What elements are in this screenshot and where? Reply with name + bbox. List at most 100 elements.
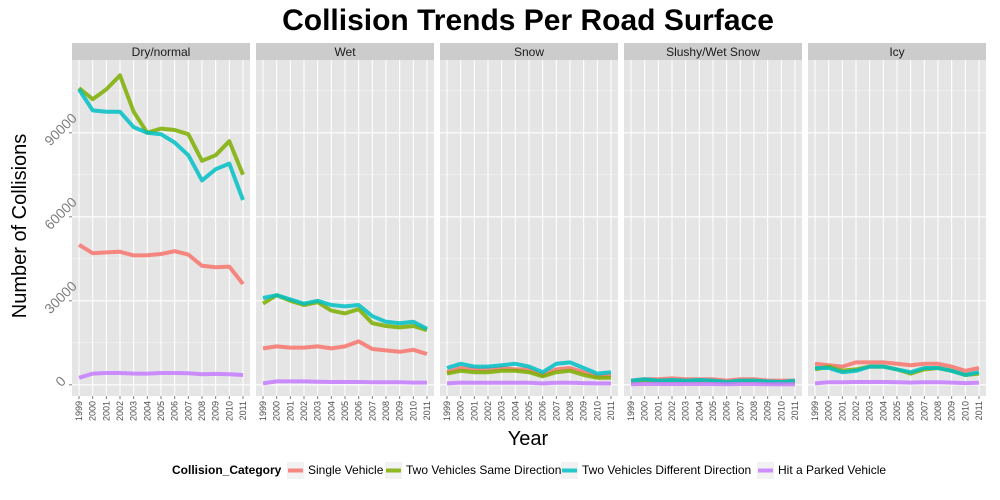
- series-line-two-vehicles-different-direction: [446, 360, 612, 376]
- x-tick-label: 2003: [129, 401, 139, 421]
- x-tick-label: 2000: [456, 401, 466, 421]
- x-tick-label: 2001: [469, 401, 479, 421]
- x-tick-label: 1999: [74, 401, 84, 421]
- panel-icy: Icy 1999 2000 2001 2002 2003 2004 2005 2006 2007 2…: [808, 43, 986, 421]
- x-tick-label: 2003: [865, 401, 875, 421]
- strip-background: [256, 43, 434, 60]
- legend-label: Single Vehicle: [308, 463, 384, 477]
- x-tick-label: 2011: [790, 401, 800, 420]
- series-line-single-vehicle: [262, 339, 428, 356]
- y-axis-title: Number of Collisions: [9, 134, 31, 319]
- x-tick-label: 2008: [565, 401, 575, 421]
- series-line-single-vehicle: [77, 243, 245, 286]
- series-line-single-vehicle: [814, 360, 980, 373]
- legend-item-two-vehicles-different-direction: Two Vehicles Different Direction: [561, 462, 751, 479]
- x-tick-label: 2009: [947, 401, 957, 421]
- legend-item-hit-a-parked-vehicle: Hit a Parked Vehicle: [757, 462, 886, 479]
- x-tick-label: 2002: [299, 401, 309, 421]
- x-tick-label: 2002: [483, 401, 493, 421]
- x-tick-label: 2000: [88, 401, 98, 421]
- series-line-hit-a-parked-vehicle: [78, 371, 244, 380]
- x-tick-label: 1999: [810, 401, 820, 421]
- x-tick-label: 2008: [749, 401, 759, 421]
- x-tick-label: 2006: [538, 401, 548, 421]
- x-tick-label: 2000: [640, 401, 650, 421]
- x-tick-label: 2005: [524, 401, 534, 421]
- x-tick-label: 2004: [694, 401, 704, 421]
- strip-background: [624, 43, 802, 60]
- x-tick-label: 2008: [933, 401, 943, 421]
- x-tick-label: 2005: [708, 401, 718, 421]
- x-tick-label: 2007: [183, 401, 193, 421]
- x-tick-label: 2000: [272, 401, 282, 421]
- x-tick-label: 2007: [367, 401, 377, 421]
- x-tick-label: 2009: [579, 401, 589, 421]
- panel-wet: Wet 1999 2000 2001 2002 2003 2004 2005 2006 2007 2…: [256, 43, 434, 421]
- x-tick-label: 1999: [442, 401, 452, 421]
- x-tick-label: 2007: [735, 401, 745, 421]
- x-axis-title: Year: [508, 428, 549, 450]
- series-line-hit-a-parked-vehicle: [814, 380, 980, 386]
- series-line-two-vehicles-same-direction: [446, 368, 611, 380]
- strip-label: Snow: [514, 45, 544, 59]
- x-tick-label: 2011: [422, 401, 432, 420]
- x-tick-label: 2004: [510, 401, 520, 421]
- x-tick-label: 2003: [497, 401, 507, 421]
- x-tick-label: 2004: [878, 401, 888, 421]
- series-line-two-vehicles-different-direction: [262, 293, 428, 331]
- legend-label: Hit a Parked Vehicle: [778, 463, 886, 477]
- x-tick-label: 2006: [906, 401, 916, 421]
- x-tick-label: 2010: [224, 401, 234, 421]
- x-tick-label: 2001: [837, 401, 847, 421]
- series-line-hit-a-parked-vehicle: [262, 379, 427, 386]
- x-tick-label: 2006: [170, 401, 180, 421]
- strip-label: Dry/normal: [132, 45, 191, 59]
- series-line-hit-a-parked-vehicle: [446, 380, 611, 386]
- x-tick-label: 2005: [892, 401, 902, 421]
- x-tick-label: 2007: [551, 401, 561, 421]
- legend-label: Two Vehicles Same Direction: [406, 463, 561, 477]
- x-tick-label: 2005: [340, 401, 350, 421]
- legend-item-two-vehicles-same-direction: Two Vehicles Same Direction: [385, 462, 561, 479]
- x-tick-label: 2002: [667, 401, 677, 421]
- x-tick-label: 2002: [115, 401, 125, 421]
- x-tick-label: 2006: [354, 401, 364, 421]
- x-tick-label: 2011: [606, 401, 616, 420]
- x-tick-label: 2001: [285, 401, 295, 421]
- x-tick-label: 2011: [974, 401, 984, 420]
- x-tick-label: 2010: [408, 401, 418, 421]
- legend-title: Collision_Category: [172, 463, 282, 477]
- x-tick-label: 2005: [156, 401, 166, 421]
- x-tick-label: 2003: [681, 401, 691, 421]
- strip-background: [808, 43, 986, 60]
- x-tick-label: 2009: [395, 401, 405, 421]
- panel-dry-normal: Dry/normal 1999 2000 2001 2002 2003 2004 2005 20…: [72, 43, 250, 421]
- series-line-two-vehicles-different-direction: [815, 364, 980, 377]
- x-tick-label: 1999: [258, 401, 268, 421]
- x-tick-label: 2010: [776, 401, 786, 421]
- panel-snow: Snow 1999 2000 2001 2002 2003 2004 2005 2006 2007…: [440, 43, 618, 421]
- strip-label: Icy: [889, 45, 904, 59]
- panel-slushy-wet-snow: Slushy/Wet Snow 1999 2000 2001 2002 2003 2004 2…: [624, 43, 802, 421]
- series-line-single-vehicle: [446, 366, 612, 379]
- x-tick-label: 2000: [824, 401, 834, 421]
- x-tick-label: 2010: [592, 401, 602, 421]
- x-tick-label: 2011: [238, 401, 248, 420]
- chart-title: Collision Trends Per Road Surface: [282, 4, 774, 37]
- x-tick-label: 2010: [960, 401, 970, 421]
- x-tick-label: 2006: [722, 401, 732, 421]
- y-tick-label: 0: [52, 373, 69, 390]
- x-tick-label: 2009: [211, 401, 221, 421]
- x-tick-label: 2004: [326, 401, 336, 421]
- series-line-two-vehicles-different-direction: [77, 88, 245, 201]
- strip-label: Wet: [334, 45, 356, 59]
- legend: Collision_Category Single Vehicle Two Vehi…: [172, 462, 886, 479]
- x-tick-label: 2008: [381, 401, 391, 421]
- x-tick-label: 2009: [763, 401, 773, 421]
- legend-label: Two Vehicles Different Direction: [582, 463, 751, 477]
- x-tick-label: 2004: [142, 401, 152, 421]
- legend-item-single-vehicle: Single Vehicle: [287, 462, 384, 479]
- x-tick-label: 2001: [653, 401, 663, 421]
